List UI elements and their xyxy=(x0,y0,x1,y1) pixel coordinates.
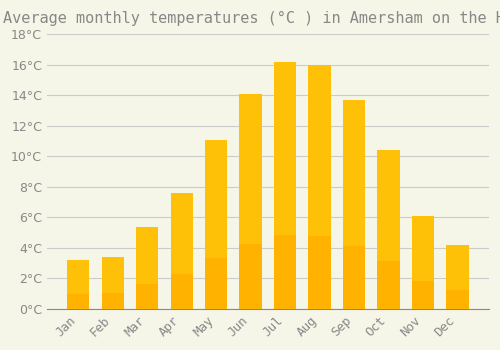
Bar xyxy=(67,294,90,309)
Bar xyxy=(102,293,124,309)
Bar xyxy=(412,281,434,309)
Bar xyxy=(446,290,469,309)
Bar xyxy=(67,260,90,309)
Bar xyxy=(378,150,400,309)
Bar xyxy=(378,261,400,309)
Bar xyxy=(308,65,331,309)
Bar xyxy=(343,246,365,309)
Bar xyxy=(102,257,124,309)
Bar xyxy=(343,100,365,309)
Bar xyxy=(274,62,296,309)
Bar xyxy=(446,245,469,309)
Bar xyxy=(240,244,262,309)
Bar xyxy=(308,236,331,309)
Bar xyxy=(136,284,158,309)
Bar xyxy=(170,274,193,309)
Bar xyxy=(205,140,228,309)
Bar xyxy=(412,216,434,309)
Bar xyxy=(170,193,193,309)
Bar xyxy=(240,94,262,309)
Title: Average monthly temperatures (°C ) in Amersham on the Hill: Average monthly temperatures (°C ) in Am… xyxy=(4,11,500,26)
Bar xyxy=(274,235,296,309)
Bar xyxy=(205,258,228,309)
Bar xyxy=(136,226,158,309)
